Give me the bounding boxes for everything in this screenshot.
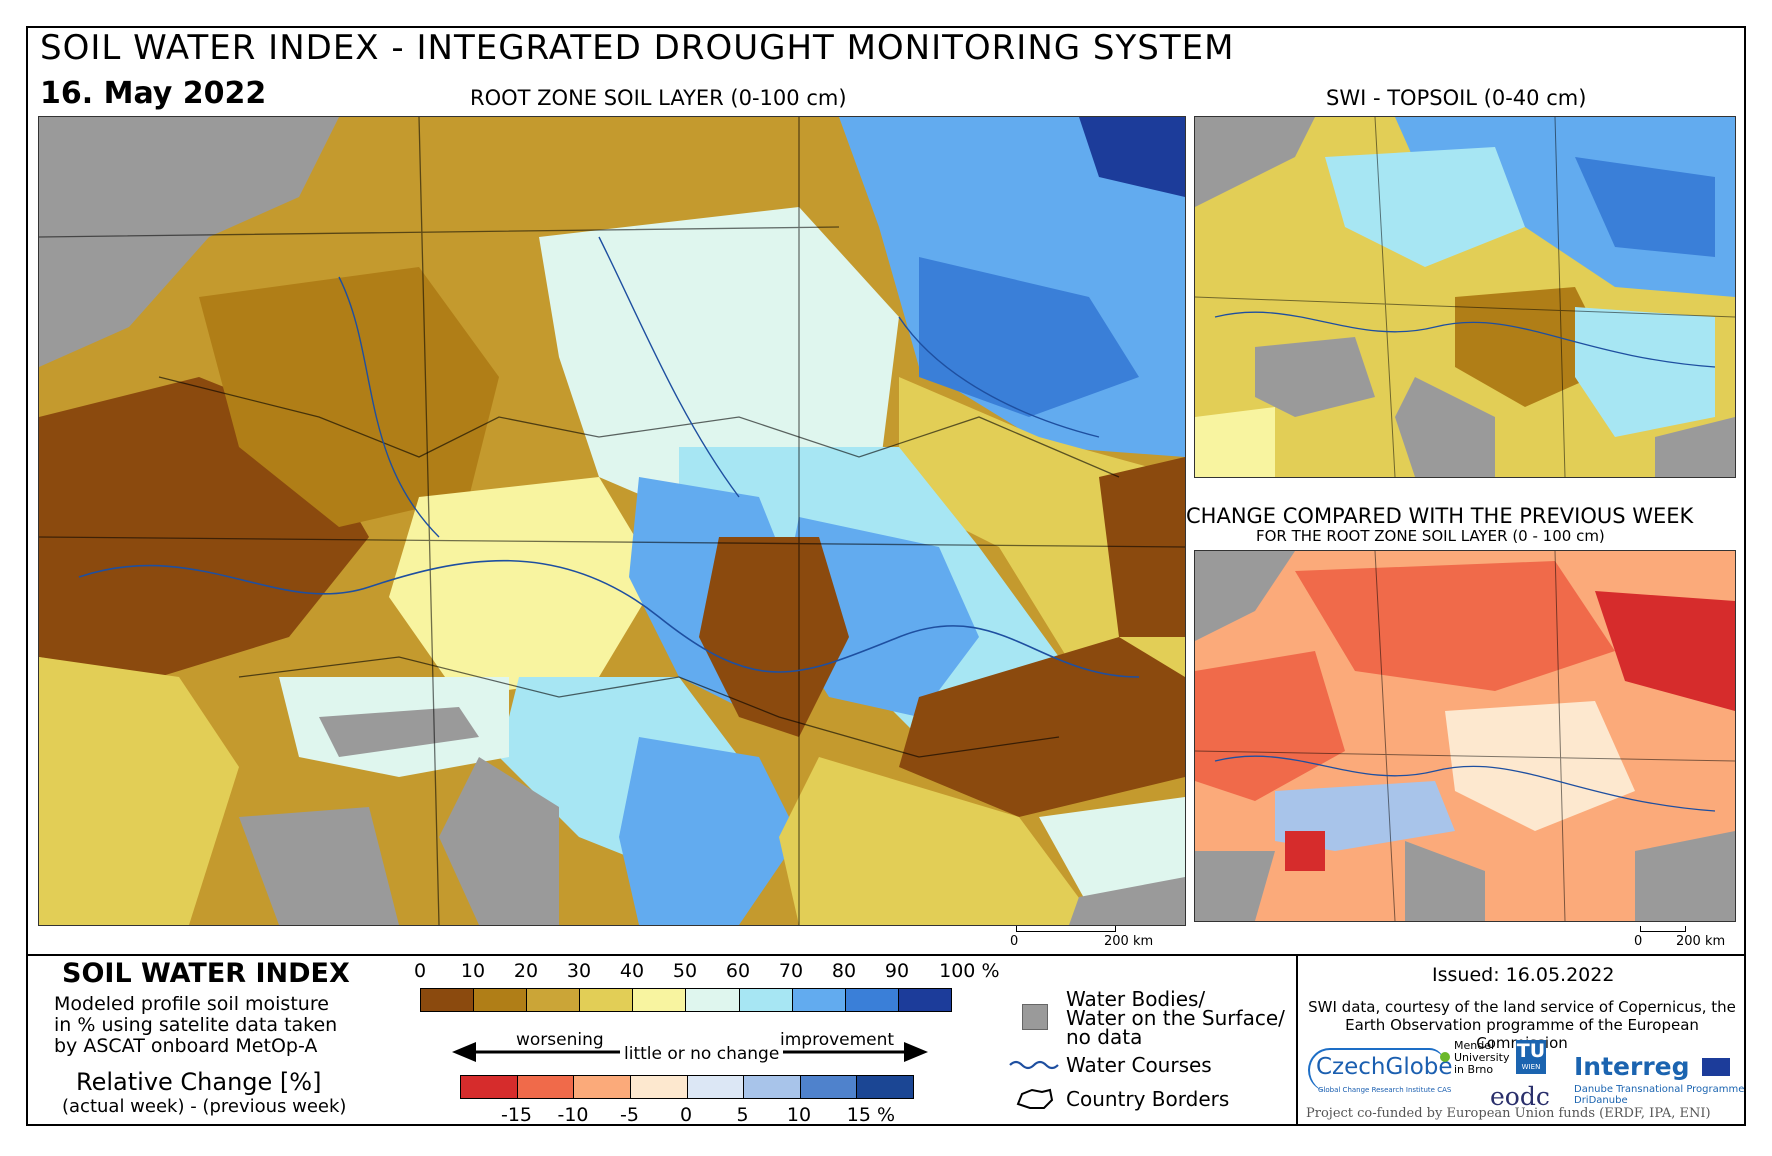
change-tick: 10: [786, 1104, 812, 1126]
change-color-swatch: [630, 1076, 688, 1098]
tu-wien-logo-tu: TU: [1516, 1040, 1546, 1062]
swi-tick: 50: [672, 960, 698, 982]
interreg-logo: Interreg: [1574, 1052, 1690, 1081]
swi-color-swatch: [792, 989, 846, 1011]
main-scale-end: 200 km: [1104, 934, 1154, 949]
czechglobe-logo: CzechGlobe: [1316, 1054, 1453, 1080]
swi-color-swatch: [580, 989, 634, 1011]
legend-water-courses: Water Courses: [1066, 1053, 1212, 1077]
change-color-bar: [460, 1075, 914, 1099]
swi-tick: 10: [460, 960, 486, 982]
change-tick: 5: [736, 1104, 749, 1126]
small-scale-end: 200 km: [1676, 934, 1726, 949]
legend-water-bodies: Water Bodies/ Water on the Surface/ no d…: [1066, 987, 1285, 1049]
change-map-drawing: [1195, 551, 1735, 921]
swi-color-swatch: [739, 989, 793, 1011]
arrow-neutral-label: little or no change: [620, 1044, 784, 1064]
swi-tick: 70: [778, 960, 804, 982]
country-borders-symbol: [1016, 1088, 1054, 1109]
arrow-worsening-label: worsening: [516, 1030, 604, 1050]
swi-color-swatch: [633, 989, 687, 1011]
swi-tick: 60: [725, 960, 751, 982]
legend-divider: [28, 954, 1744, 956]
issued-date: Issued: 16.05.2022: [1432, 964, 1615, 986]
change-tick: -10: [557, 1104, 589, 1126]
mendel-logo-dot: [1440, 1052, 1450, 1062]
change-tick: 15 %: [846, 1104, 896, 1126]
info-divider: [1296, 956, 1298, 1124]
legend-swi-title: SOIL WATER INDEX: [62, 958, 350, 989]
change-color-swatch: [687, 1076, 745, 1098]
data-credit: SWI data, courtesy of the land service o…: [1308, 998, 1736, 1052]
swi-tick: 0: [413, 960, 427, 982]
swi-color-swatch: [527, 989, 581, 1011]
change-tick: -15: [500, 1104, 533, 1126]
swi-tick: 80: [831, 960, 857, 982]
swi-color-swatch: [421, 989, 475, 1011]
change-color-swatch: [461, 1076, 518, 1098]
main-map-title: ROOT ZONE SOIL LAYER (0-100 cm): [470, 86, 847, 110]
issue-date: 16. May 2022: [40, 76, 267, 111]
mendel-logo: Mendel University in Brno: [1454, 1039, 1510, 1076]
tu-wien-logo: TU WIEN: [1516, 1040, 1546, 1074]
interreg-subtitle: Danube Transnational Programme: [1574, 1084, 1745, 1095]
czechglobe-logo-subtitle: Global Change Research Institute CAS: [1318, 1086, 1452, 1094]
change-map-title: CHANGE COMPARED WITH THE PREVIOUS WEEK: [1186, 504, 1694, 528]
legend-country-borders: Country Borders: [1066, 1087, 1230, 1111]
topsoil-map-drawing: [1195, 117, 1735, 477]
small-scale-start: 0: [1634, 934, 1643, 949]
main-scale-bar: [1016, 926, 1116, 932]
swi-tick: 30: [566, 960, 592, 982]
legend-relative-subtitle: (actual week) - (previous week): [62, 1096, 347, 1117]
topsoil-map: [1194, 116, 1736, 478]
interreg-dridanube: DriDanube: [1574, 1095, 1628, 1106]
swi-color-swatch: [898, 989, 951, 1011]
change-color-swatch: [800, 1076, 858, 1098]
page-title: SOIL WATER INDEX - INTEGRATED DROUGHT MO…: [40, 28, 1235, 68]
legend-relative-title: Relative Change [%]: [76, 1068, 322, 1096]
change-color-swatch: [574, 1076, 631, 1098]
arrow-improvement-label: improvement: [780, 1030, 895, 1050]
czechglobe-logo-arc: [1308, 1048, 1444, 1092]
change-map-subtitle: FOR THE ROOT ZONE SOIL LAYER (0 - 100 cm…: [1256, 527, 1605, 545]
water-courses-symbol: [1009, 1060, 1059, 1070]
swi-tick: 40: [619, 960, 645, 982]
root-zone-map-drawing: [39, 117, 1185, 925]
small-scale-bar: [1640, 926, 1686, 932]
eu-flag-icon: [1702, 1058, 1730, 1076]
main-scale-start: 0: [1010, 934, 1019, 949]
legend-swi-description: Modeled profile soil moisture in % using…: [54, 993, 338, 1057]
eodc-logo: eodc: [1490, 1082, 1550, 1111]
change-tick: 0: [679, 1104, 693, 1126]
swi-color-bar: [420, 988, 952, 1012]
change-tick: -5: [620, 1104, 639, 1126]
swi-tick: 20: [513, 960, 539, 982]
change-color-swatch: [744, 1076, 801, 1098]
swi-color-swatch: [845, 989, 899, 1011]
swi-tick: 90: [884, 960, 910, 982]
change-color-swatch: [517, 1076, 575, 1098]
funding-footer: Project co-funded by European Union fund…: [1306, 1106, 1711, 1121]
topsoil-map-title: SWI - TOPSOIL (0-40 cm): [1326, 86, 1587, 110]
tu-wien-logo-wien: WIEN: [1521, 1063, 1541, 1071]
swi-color-swatch: [474, 989, 528, 1011]
change-color-swatch: [857, 1076, 913, 1098]
change-map: [1194, 550, 1736, 922]
root-zone-map: [38, 116, 1186, 926]
swi-tick: 100 %: [939, 960, 1000, 982]
water-bodies-swatch: [1022, 1004, 1048, 1030]
swi-color-swatch: [686, 989, 740, 1011]
